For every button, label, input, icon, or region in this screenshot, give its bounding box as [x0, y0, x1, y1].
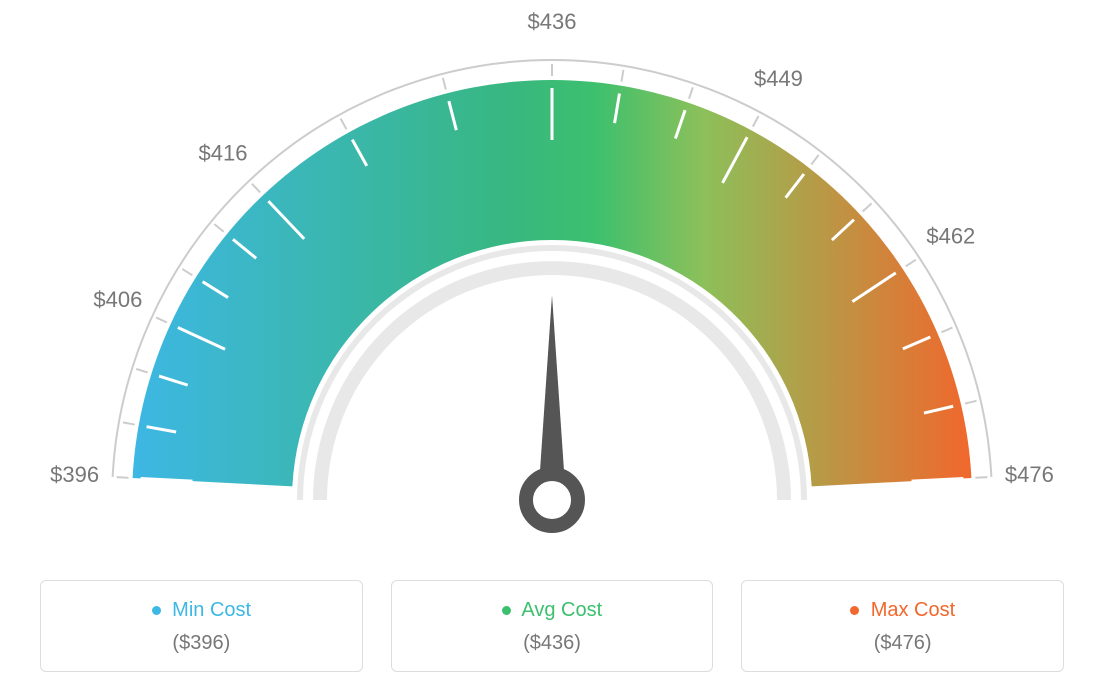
- dot-max: [850, 606, 859, 615]
- gauge-area: $396 $406 $416 $436 $449 $462 $476: [0, 0, 1104, 560]
- legend-min-value: ($396): [51, 632, 352, 655]
- legend-avg-value: ($436): [402, 632, 703, 655]
- legend-max-text: Max Cost: [871, 599, 955, 621]
- legend-max-label: Max Cost: [752, 599, 1053, 622]
- gauge-tick-label: $436: [528, 9, 577, 34]
- legend-min-label: Min Cost: [51, 599, 352, 622]
- legend-avg-label: Avg Cost: [402, 599, 703, 622]
- gauge-tick-label: $416: [198, 140, 247, 165]
- legend-max-value: ($476): [752, 632, 1053, 655]
- dot-avg: [502, 606, 511, 615]
- legend-avg-box: Avg Cost ($436): [391, 580, 714, 672]
- gauge-tick-label: $449: [754, 66, 803, 91]
- gauge-tick-label: $406: [93, 287, 142, 312]
- cost-gauge-chart: $396 $406 $416 $436 $449 $462 $476 Min Cost ($…: [0, 0, 1104, 690]
- legend-min-text: Min Cost: [172, 599, 251, 621]
- gauge-tick-label: $462: [926, 224, 975, 249]
- dot-min: [152, 606, 161, 615]
- legend-min-box: Min Cost ($396): [40, 580, 363, 672]
- gauge-svg: $396 $406 $416 $436 $449 $462 $476: [0, 0, 1104, 560]
- gauge-tick-label: $396: [50, 462, 99, 487]
- legend-avg-text: Avg Cost: [521, 599, 602, 621]
- legend-max-box: Max Cost ($476): [741, 580, 1064, 672]
- gauge-tick-label: $476: [1005, 462, 1054, 487]
- legend-row: Min Cost ($396) Avg Cost ($436) Max Cost…: [40, 580, 1064, 672]
